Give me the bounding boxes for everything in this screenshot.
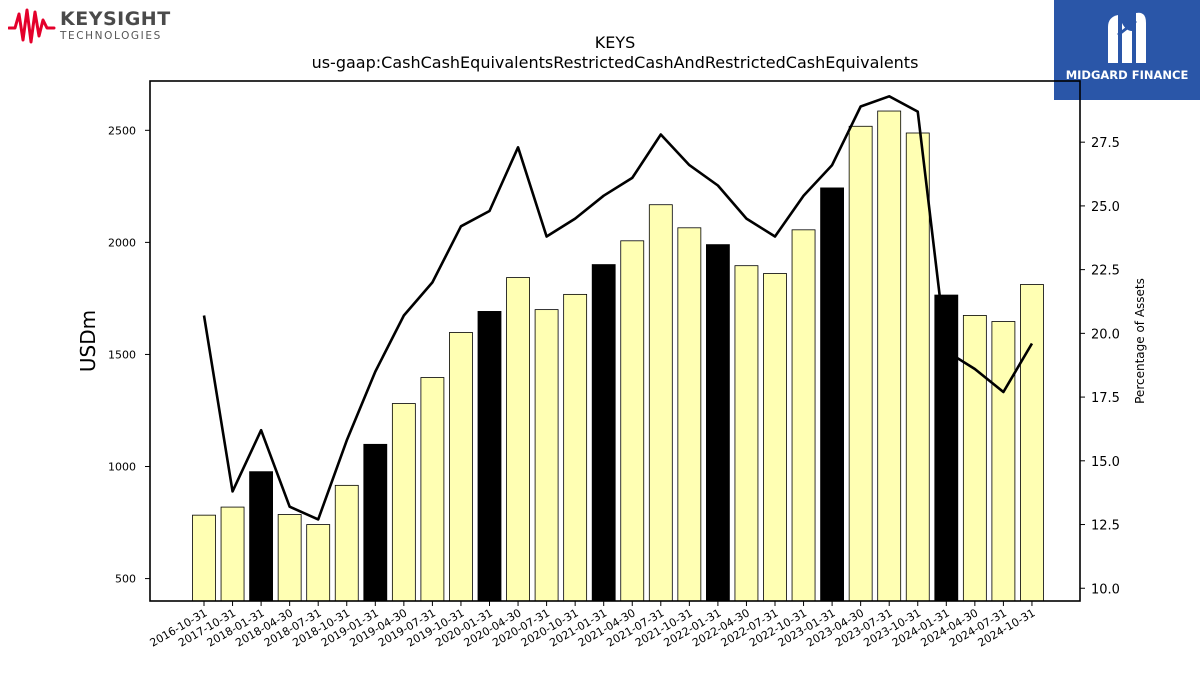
bar-2018-10-31 [334, 484, 359, 602]
midgard-brand-name: MIDGARD FINANCE [1065, 68, 1189, 82]
bar-2023-07-31 [877, 110, 902, 602]
bar-2023-10-31 [905, 132, 930, 602]
keysight-logo: KEYSIGHT TECHNOLOGIES [8, 6, 178, 46]
y-tick-label: 2500 [108, 124, 136, 137]
bar-2021-10-31 [677, 227, 702, 602]
bar-2018-01-31 [249, 471, 274, 602]
right-axis: 10.0 12.5 15.0 17.5 20.0 22.5 25.0 27.5 [1080, 136, 1120, 597]
bar-series [192, 110, 1044, 602]
plot-frame [149, 80, 1081, 602]
bar-2021-04-30 [620, 240, 645, 602]
keysight-tagline: TECHNOLOGIES [60, 30, 162, 42]
bar-2020-01-31 [477, 311, 502, 602]
bar-2020-10-31 [563, 293, 588, 602]
bar-2021-01-31 [591, 264, 616, 602]
bar-2020-04-30 [506, 277, 530, 602]
percentage-line [202, 95, 1034, 521]
midgard-finance-logo: MIDGARD FINANCE [1054, 0, 1200, 100]
bar-2018-04-30 [277, 514, 302, 602]
bar-2022-01-31 [706, 244, 730, 602]
chart-title: KEYS [595, 33, 636, 52]
bar-2023-01-31 [820, 187, 844, 602]
bar-2021-07-31 [648, 204, 673, 602]
left-axis: 500 1000 1500 2000 2500 [108, 124, 150, 586]
bar-2018-07-31 [306, 524, 331, 602]
y2-tick-label: 17.5 [1091, 391, 1120, 406]
bar-2022-07-31 [763, 273, 787, 602]
chart-subtitle: us-gaap:CashCashEquivalentsRestrictedCas… [312, 53, 919, 72]
x-axis: 2016-10-312017-10-312018-01-312018-04-30… [148, 601, 1037, 650]
bar-2023-04-30 [848, 125, 873, 602]
y2-tick-label: 25.0 [1091, 200, 1120, 215]
y2-tick-label: 12.5 [1091, 519, 1120, 534]
y2-tick-label: 22.5 [1091, 264, 1120, 279]
y-tick-label: 1500 [108, 348, 136, 361]
bar-2024-10-31 [1020, 284, 1044, 602]
bar-2016-10-31 [192, 514, 216, 602]
bar-2022-10-31 [791, 229, 816, 602]
bar-2024-04-30 [962, 315, 987, 602]
bar-2019-10-31 [449, 332, 473, 602]
midgard-mark-icon [1108, 12, 1146, 63]
bar-2019-01-31 [363, 443, 388, 602]
keysight-brand-name: KEYSIGHT [60, 8, 171, 30]
bar-2019-04-30 [391, 403, 416, 602]
bar-2022-04-30 [734, 265, 759, 602]
y2-axis-label: Percentage of Assets [1133, 278, 1147, 404]
y2-tick-label: 10.0 [1091, 582, 1120, 597]
bar-2017-10-31 [220, 506, 245, 602]
y-tick-label: 2000 [108, 236, 136, 249]
bar-2019-07-31 [420, 377, 445, 602]
y-axis-label: USDm [76, 310, 100, 372]
y2-tick-label: 20.0 [1091, 327, 1120, 342]
y2-tick-label: 27.5 [1091, 136, 1120, 151]
bar-2020-07-31 [534, 309, 559, 602]
bar-2024-07-31 [991, 321, 1016, 602]
y-tick-label: 1000 [108, 461, 136, 474]
keysight-wave-icon [8, 8, 56, 44]
y-tick-label: 500 [115, 573, 136, 586]
y2-tick-label: 15.0 [1091, 455, 1120, 470]
